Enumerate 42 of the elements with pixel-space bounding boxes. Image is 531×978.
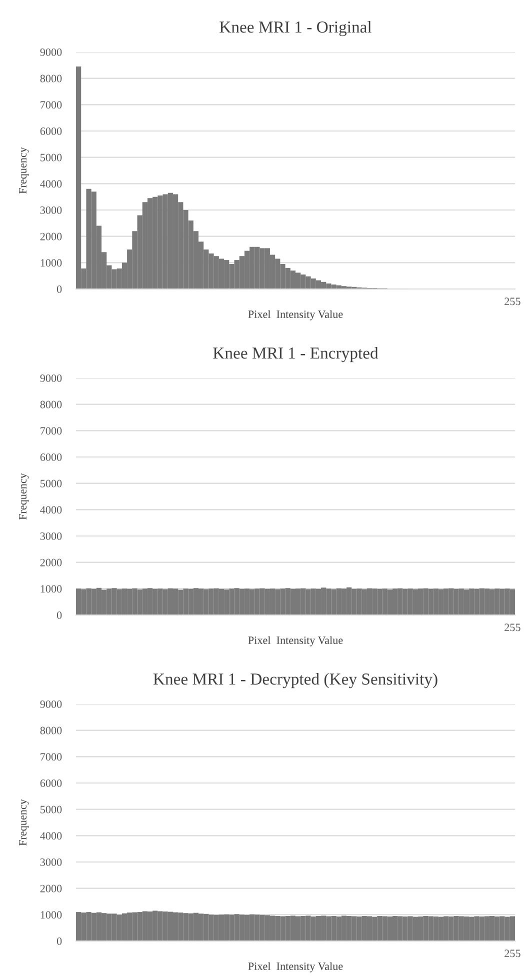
y-tick-label: 0: [56, 611, 62, 619]
y-tick-label: 4000: [40, 832, 62, 840]
x-tick-label: 255: [504, 950, 520, 958]
chart-title: Knee MRI 1 - Decrypted (Key Sensitivity): [153, 672, 438, 688]
y-tick-label: 9000: [40, 374, 62, 382]
y-tick-label: 8000: [40, 400, 62, 408]
chart-title: Knee MRI 1 - Original: [220, 20, 372, 36]
y-axis-title: Frequency: [19, 147, 29, 194]
y-tick-label: 4000: [40, 180, 62, 188]
y-tick-label: 3000: [40, 206, 62, 214]
y-tick-label: 6000: [40, 779, 62, 787]
x-axis-title: Pixel Intensity Value: [248, 962, 343, 972]
y-tick-label: 1000: [40, 911, 62, 919]
y-tick-label: 7000: [40, 101, 62, 109]
y-tick-label: 0: [56, 285, 62, 293]
y-tick-label: 8000: [40, 74, 62, 82]
chart-title: Knee MRI 1 - Encrypted: [213, 346, 378, 362]
x-tick-label: 255: [504, 298, 520, 306]
y-tick-label: 6000: [40, 453, 62, 461]
y-tick-label: 2000: [40, 558, 62, 566]
x-axis-title: Pixel Intensity Value: [248, 636, 343, 646]
y-tick-label: 2000: [40, 232, 62, 240]
y-tick-label: 3000: [40, 858, 62, 866]
y-tick-label: 6000: [40, 127, 62, 135]
y-tick-label: 2000: [40, 884, 62, 892]
y-tick-label: 3000: [40, 532, 62, 540]
x-axis-title: Pixel Intensity Value: [248, 310, 343, 320]
y-tick-label: 7000: [40, 753, 62, 761]
y-tick-label: 0: [56, 937, 62, 945]
y-tick-label: 4000: [40, 506, 62, 514]
y-tick-label: 5000: [40, 154, 62, 162]
y-tick-label: 9000: [40, 48, 62, 56]
y-tick-label: 9000: [40, 700, 62, 708]
x-tick-label: 255: [504, 624, 520, 632]
y-tick-label: 1000: [40, 259, 62, 267]
y-tick-label: 5000: [40, 480, 62, 488]
y-axis-title: Frequency: [19, 799, 29, 846]
y-tick-label: 7000: [40, 427, 62, 435]
y-tick-label: 5000: [40, 806, 62, 814]
y-tick-label: 1000: [40, 585, 62, 593]
y-tick-label: 8000: [40, 726, 62, 734]
y-axis-title: Frequency: [19, 473, 29, 520]
